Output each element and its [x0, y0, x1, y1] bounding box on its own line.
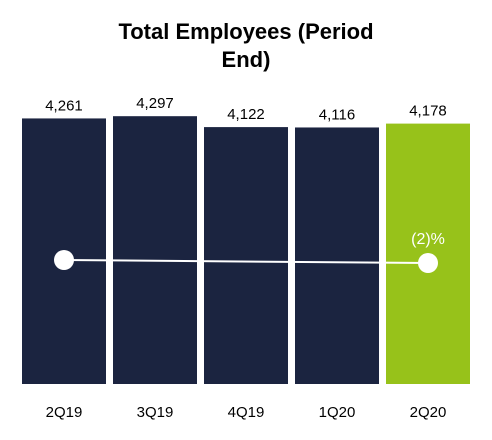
value-label-2q19: 4,261 [45, 97, 83, 114]
category-label-2q20: 2Q20 [410, 404, 447, 421]
bars-group [22, 116, 470, 385]
category-label-1q20: 1Q20 [319, 404, 356, 421]
trend-marker-end [418, 253, 438, 273]
chart-title-line-2: End) [222, 47, 271, 72]
chart-title-line-1: Total Employees (Period [118, 19, 373, 44]
value-label-3q19: 4,297 [136, 95, 174, 112]
category-label-3q19: 3Q19 [137, 404, 174, 421]
trend-line [63, 259, 429, 264]
category-label-2q19: 2Q19 [46, 404, 83, 421]
bar-3q19 [113, 116, 197, 384]
trend-marker-start [54, 250, 74, 270]
labels-group: 4,261 2Q19 4,297 3Q19 4,122 4Q19 4,116 1Q20 4,17… [45, 95, 447, 421]
change-annotation: (2)% [411, 231, 445, 248]
bar-4q19 [204, 127, 288, 384]
category-label-4q19: 4Q19 [228, 404, 265, 421]
bar-1q20 [295, 127, 379, 385]
value-label-4q19: 4,122 [227, 106, 265, 123]
trend-overlay: (2)% [54, 231, 445, 273]
value-label-1q20: 4,116 [319, 106, 355, 123]
value-label-2q20: 4,178 [409, 103, 447, 120]
